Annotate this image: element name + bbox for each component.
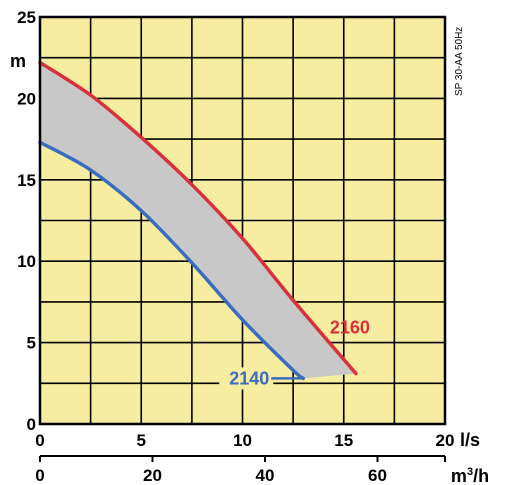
x-axis-unit-top: l/s [460,430,480,450]
x-tick-label-bottom: 40 [256,466,275,485]
x-tick-label-top: 15 [334,431,353,450]
plot-frame [38,15,447,426]
operating-range-band [40,62,356,379]
x-axis-unit-bottom-sup: 3 [467,466,473,478]
y-tick-label: 0 [27,415,36,434]
x-tick-label-bottom: 0 [35,466,44,485]
y-tick-label: 20 [17,89,36,108]
x-tick-label-top: 5 [137,431,146,450]
series-label-2140-background [219,367,274,390]
x-tick-labels-top: 0 5 10 15 20 [35,431,454,450]
y-tick-label: 25 [17,8,36,27]
x-axis-unit-bottom: m3/h [451,466,489,485]
x-tick-label-top: 0 [35,431,44,450]
y-tick-label: 5 [27,334,36,353]
series-line-2160 [38,60,358,376]
series-line-2140 [38,140,305,381]
series-label-2140: 2140 [229,368,269,388]
x-axis-unit-bottom-base: m [451,466,467,485]
x-tick-label-top: 20 [436,431,455,450]
x-axis-unit-bottom-tail: /h [473,466,489,485]
x-tick-labels-bottom: 0 20 40 60 [35,466,387,485]
model-label: SP 30-AA 50Hz [454,27,465,96]
x-tick-label-top: 10 [233,431,252,450]
bottom-axis-ticks [39,456,446,462]
y-tick-label: 15 [17,171,36,190]
y-axis-unit: m [10,51,26,71]
series-label-2160: 2160 [330,318,370,338]
x-tick-label-bottom: 60 [368,466,387,485]
y-tick-label: 10 [17,252,36,271]
x-tick-label-bottom: 20 [143,466,162,485]
y-tick-labels: 0 5 10 15 20 25 [17,8,36,434]
